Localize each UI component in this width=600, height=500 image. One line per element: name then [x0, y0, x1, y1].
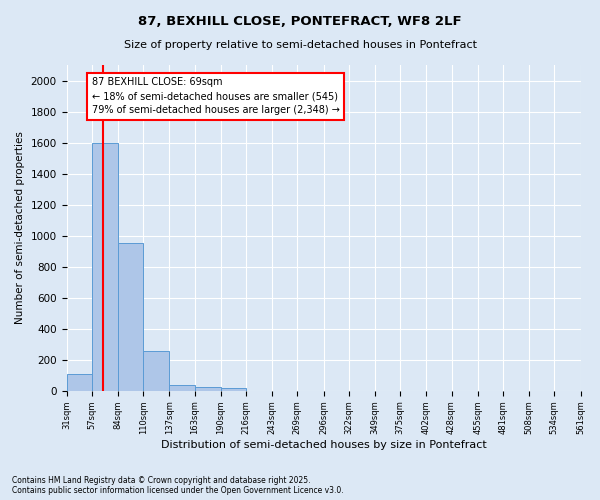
- Bar: [143, 350, 169, 391]
- Text: Size of property relative to semi-detached houses in Pontefract: Size of property relative to semi-detach…: [124, 40, 476, 50]
- X-axis label: Distribution of semi-detached houses by size in Pontefract: Distribution of semi-detached houses by …: [161, 440, 487, 450]
- Bar: [92, 142, 118, 391]
- Text: 87 BEXHILL CLOSE: 69sqm
← 18% of semi-detached houses are smaller (545)
79% of s: 87 BEXHILL CLOSE: 69sqm ← 18% of semi-de…: [92, 78, 340, 116]
- Bar: [67, 374, 92, 391]
- Bar: [169, 386, 194, 391]
- Text: 87, BEXHILL CLOSE, PONTEFRACT, WF8 2LF: 87, BEXHILL CLOSE, PONTEFRACT, WF8 2LF: [138, 15, 462, 28]
- Text: Contains HM Land Registry data © Crown copyright and database right 2025.
Contai: Contains HM Land Registry data © Crown c…: [12, 476, 344, 495]
- Bar: [194, 387, 221, 391]
- Bar: [221, 388, 246, 391]
- Y-axis label: Number of semi-detached properties: Number of semi-detached properties: [15, 132, 25, 324]
- Bar: [118, 244, 143, 391]
